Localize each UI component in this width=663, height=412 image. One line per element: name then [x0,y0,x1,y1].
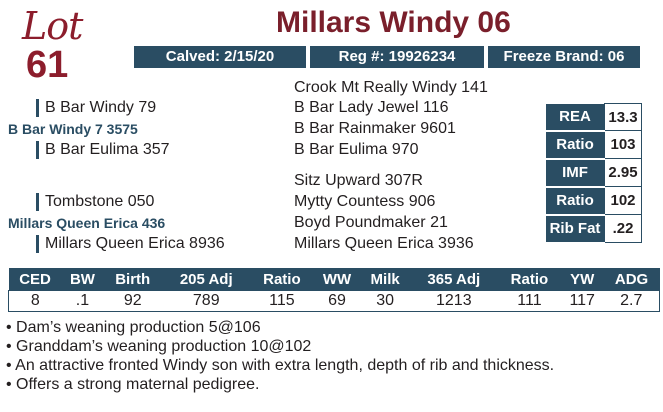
notes-list: • Dam’s weaning production 5@106 • Grand… [6,318,554,394]
pedigree-sire: B Bar Windy 7 3575 [8,121,138,137]
performance-header: 365 Adj [409,268,499,291]
performance-value: 1213 [409,290,499,312]
performance-header: Birth [103,268,163,291]
performance-header: WW [313,268,361,291]
performance-value: 117 [560,290,604,312]
note-item: • Dam’s weaning production 5@106 [6,319,261,336]
pedigree-dam-dam-dam: Millars Queen Erica 3936 [294,235,474,252]
carcass-row: Ratio 102 [546,186,642,216]
carcass-value: 13.3 [604,103,642,131]
performance-header: Ratio [498,268,561,291]
performance-value: 30 [360,290,410,312]
note-item: • Granddam’s weaning production 10@102 [6,338,312,355]
registration-number: Reg #: 19926234 [310,46,484,68]
pedigree-sire-sire-sire: Crook Mt Really Windy 141 [294,79,488,96]
carcass-row: REA 13.3 [546,103,642,132]
carcass-label: IMF [546,158,605,188]
freeze-brand: Freeze Brand: 06 [488,46,640,68]
pedigree-sire-dam-sire: B Bar Rainmaker 9601 [294,120,456,137]
performance-value: 69 [313,290,361,312]
performance-header: 205 Adj [162,268,251,291]
carcass-label: Rib Fat [546,214,605,244]
pedigree-sire-dam: B Bar Eulima 357 [36,141,170,159]
calved-date: Calved: 2/15/20 [134,46,306,68]
pedigree-dam-sire-sire: Sitz Upward 307R [294,172,423,189]
animal-name: Millars Windy 06 [276,6,511,39]
lot-number: 61 [26,44,69,86]
performance-header: ADG [603,268,660,291]
carcass-row: Ratio 103 [546,130,642,160]
performance-header: BW [61,268,104,291]
carcass-label: Ratio [546,186,605,216]
pedigree-dam-sire: Tombstone 050 [36,193,154,211]
carcass-value: .22 [604,214,642,243]
pedigree-dam-dam-sire: Boyd Poundmaker 21 [294,214,448,231]
carcass-value: 102 [604,186,642,215]
carcass-table: REA 13.3 Ratio 103 IMF 2.95 Ratio 102 Ri… [546,103,642,244]
performance-value: 789 [162,290,251,312]
performance-value: 2.7 [603,290,660,312]
carcass-label: REA [546,103,605,132]
pedigree-dam: Millars Queen Erica 436 [8,215,166,231]
performance-value-row: 8 .1 92 789 115 69 30 1213 111 117 2.7 [7,290,660,312]
performance-header: CED [8,268,62,291]
pedigree-sire-sire-dam: B Bar Lady Jewel 116 [294,99,449,116]
pedigree-sire-dam-dam: B Bar Eulima 970 [294,141,419,158]
performance-header-row: CED BW Birth 205 Adj Ratio WW Milk 365 A… [8,268,660,291]
performance-value: .1 [61,290,104,312]
performance-header: Milk [360,268,410,291]
note-item: • An attractive fronted Windy son with e… [6,357,555,374]
performance-table: CED BW Birth 205 Adj Ratio WW Milk 365 A… [7,268,660,312]
performance-header: YW [560,268,604,291]
performance-value: 8 [7,290,62,312]
performance-value: 111 [498,290,561,312]
carcass-value: 2.95 [604,158,642,187]
carcass-label: Ratio [546,130,605,160]
pedigree-dam-sire-dam: Mytty Countess 906 [294,193,436,210]
lot-label: Lot [22,4,83,48]
note-item: • Offers a strong maternal pedigree. [6,376,260,393]
pedigree-dam-dam: Millars Queen Erica 8936 [36,235,225,253]
carcass-row: IMF 2.95 [546,158,642,188]
performance-value: 115 [250,290,314,312]
performance-header: Ratio [250,268,314,291]
carcass-row: Rib Fat .22 [546,214,642,244]
carcass-value: 103 [604,130,642,159]
pedigree-sire-sire: B Bar Windy 79 [36,99,156,117]
performance-value: 92 [103,290,163,312]
